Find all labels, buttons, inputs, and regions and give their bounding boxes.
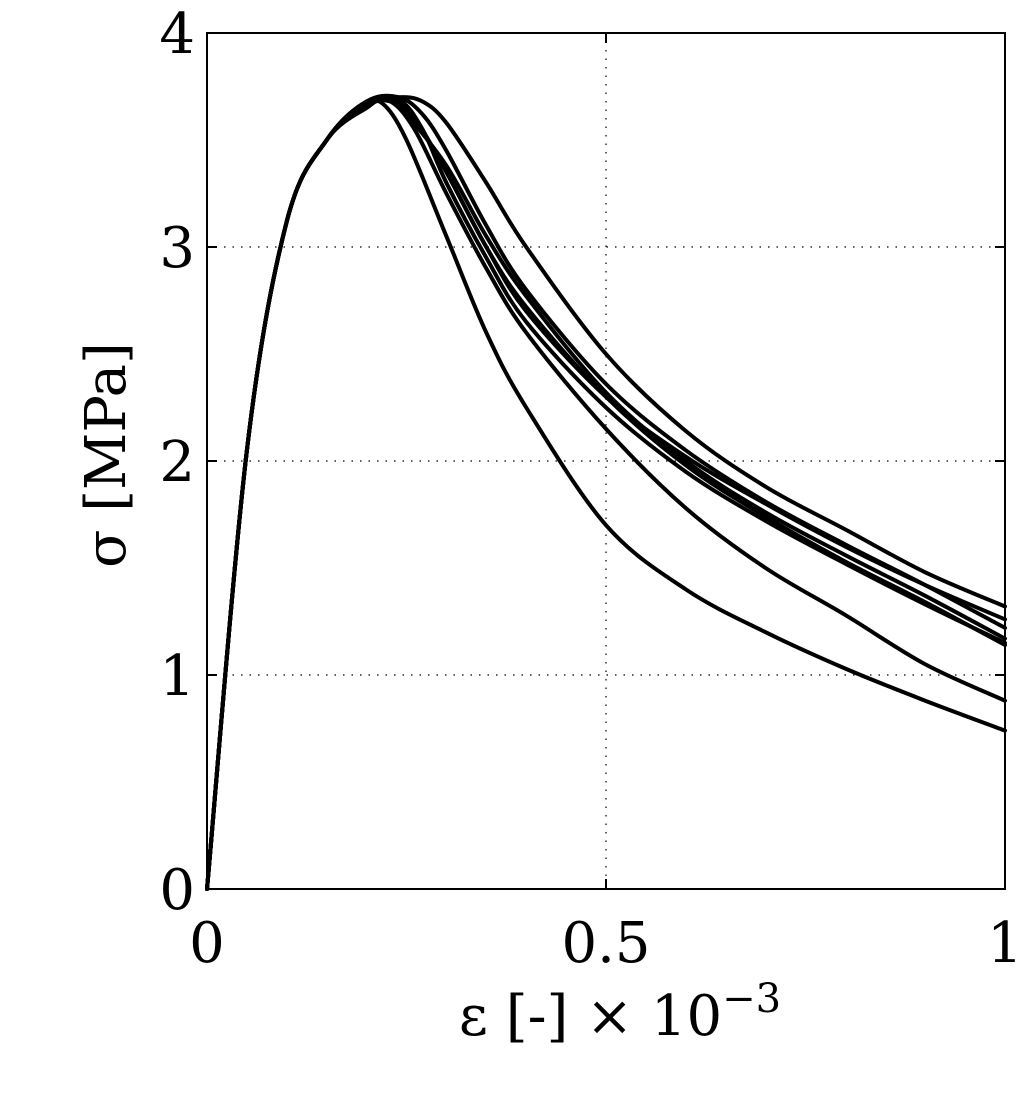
- series-line-8: [205, 96, 1007, 891]
- x-axis-label: ε [-] × 10−3: [459, 976, 781, 1049]
- ticks: [206, 32, 1006, 890]
- x-tick-label: 1: [987, 911, 1023, 976]
- y-tick-label: 3: [159, 216, 195, 281]
- x-tick-label: 0.5: [561, 911, 650, 976]
- y-tick-label: 2: [159, 430, 195, 495]
- series-group: [205, 93, 1007, 891]
- y-tick-label: 0: [159, 858, 195, 923]
- series-line-5: [205, 98, 1007, 891]
- tick-labels: 0 0.5 1 0 1 2 3 4: [159, 2, 1022, 976]
- y-tick-label: 4: [159, 2, 195, 67]
- y-tick-label: 1: [159, 644, 195, 709]
- series-line-1: [205, 99, 1007, 891]
- x-tick-label: 0: [189, 911, 225, 976]
- series-line-2: [205, 96, 1007, 891]
- grid: [207, 33, 1005, 889]
- y-axis-label: σ [MPa]: [74, 342, 139, 568]
